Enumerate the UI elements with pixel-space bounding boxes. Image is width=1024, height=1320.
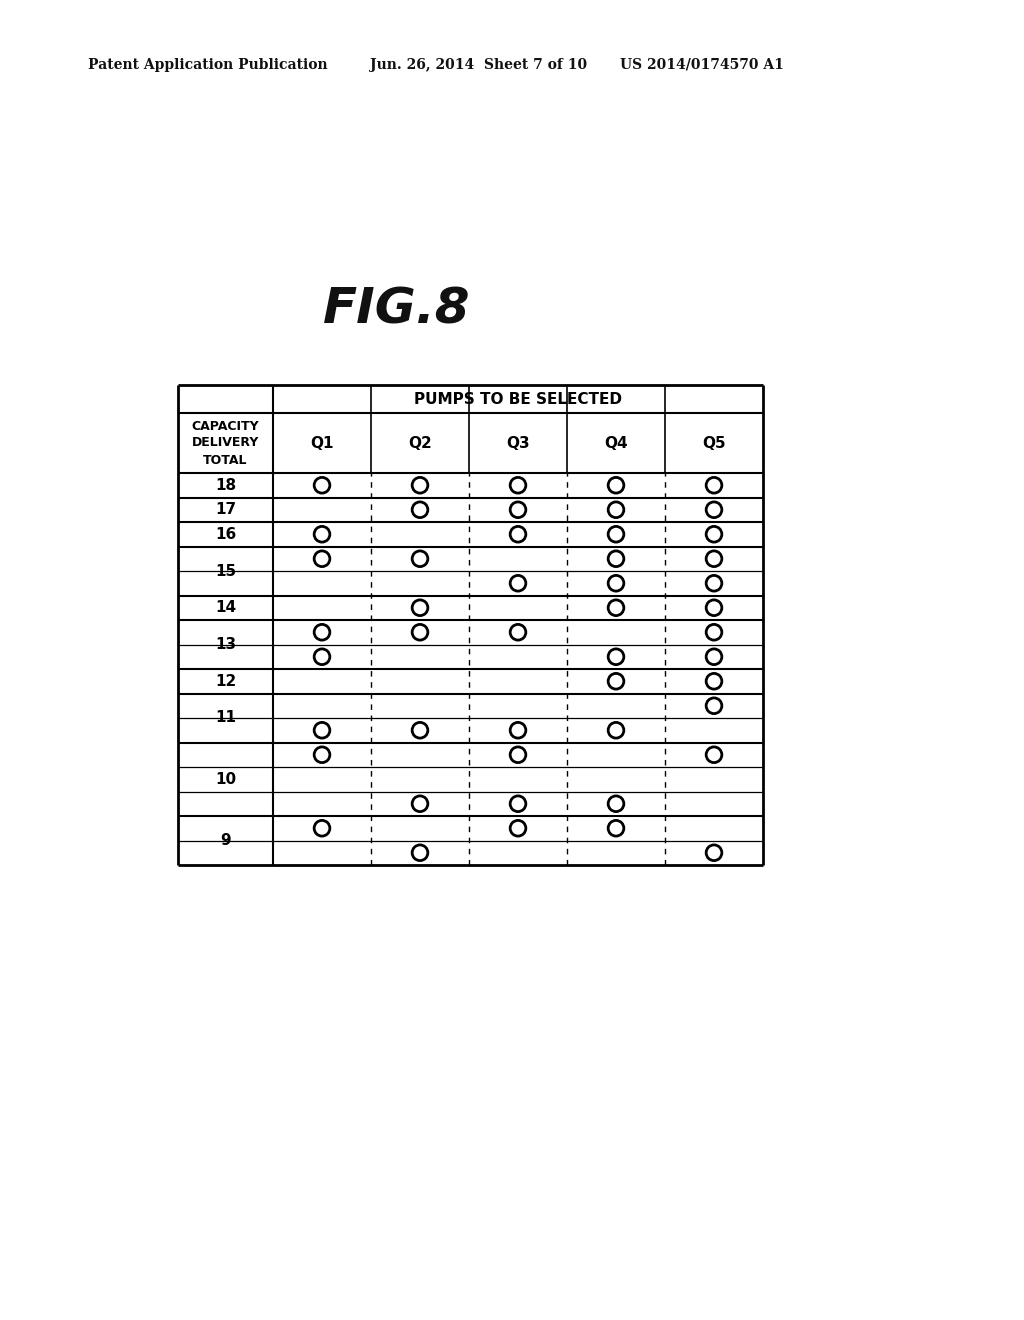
- Text: Q5: Q5: [702, 436, 726, 450]
- Text: 10: 10: [215, 772, 237, 787]
- Text: 13: 13: [215, 638, 237, 652]
- Text: Q2: Q2: [409, 436, 432, 450]
- Text: TOTAL: TOTAL: [203, 454, 248, 466]
- Text: 9: 9: [220, 833, 230, 847]
- Text: DELIVERY: DELIVERY: [191, 437, 259, 450]
- Text: FIG.8: FIG.8: [324, 286, 471, 334]
- Text: 11: 11: [215, 710, 236, 726]
- Text: 12: 12: [215, 673, 237, 689]
- Text: Q1: Q1: [310, 436, 334, 450]
- Text: 16: 16: [215, 527, 237, 541]
- Text: CAPACITY: CAPACITY: [191, 420, 259, 433]
- Text: 14: 14: [215, 601, 237, 615]
- Text: US 2014/0174570 A1: US 2014/0174570 A1: [620, 58, 784, 73]
- Text: Patent Application Publication: Patent Application Publication: [88, 58, 328, 73]
- Text: 18: 18: [215, 478, 237, 492]
- Text: Q4: Q4: [604, 436, 628, 450]
- Text: Jun. 26, 2014  Sheet 7 of 10: Jun. 26, 2014 Sheet 7 of 10: [370, 58, 587, 73]
- Text: 15: 15: [215, 564, 237, 578]
- Text: Q3: Q3: [506, 436, 529, 450]
- Text: 17: 17: [215, 502, 237, 517]
- Text: PUMPS TO BE SELECTED: PUMPS TO BE SELECTED: [414, 392, 622, 407]
